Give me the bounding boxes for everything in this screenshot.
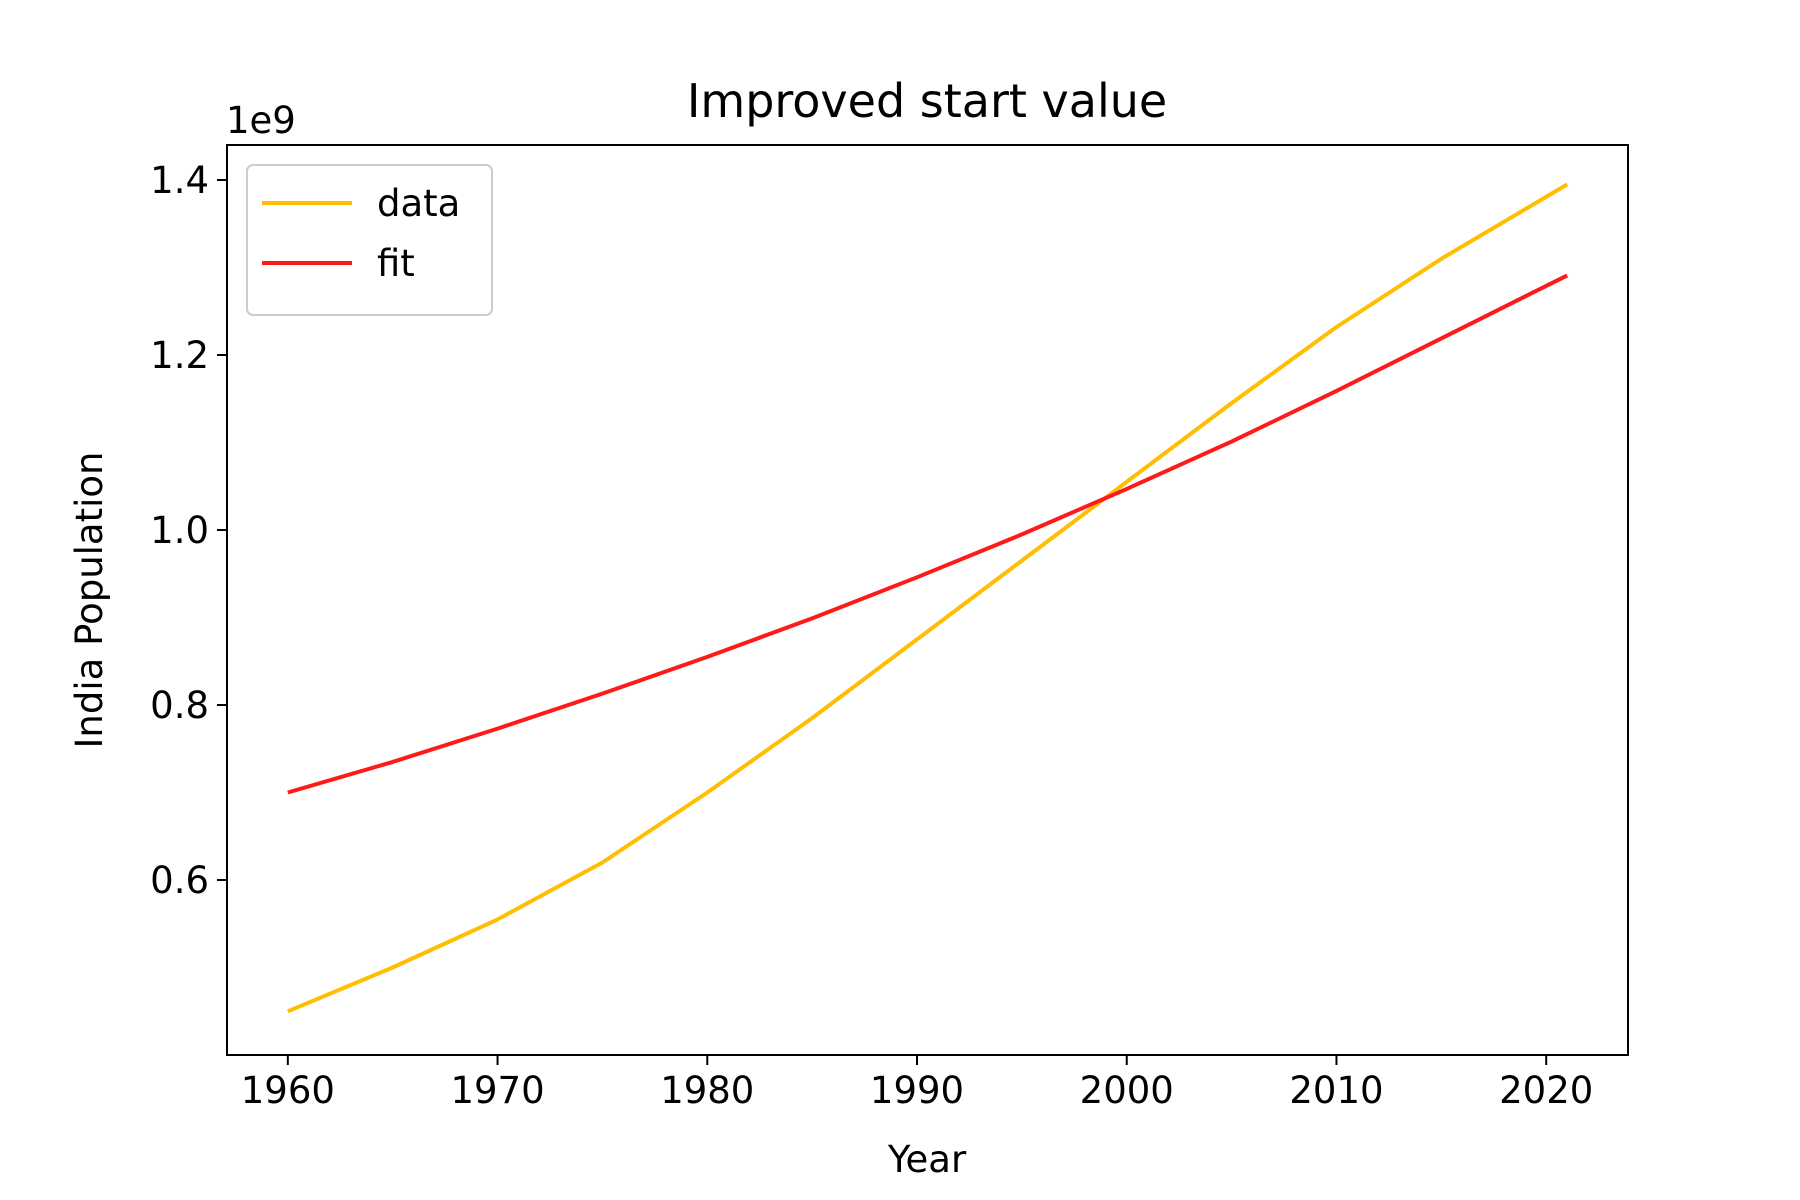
y-axis-offset-label: 1e9 (226, 99, 296, 142)
x-axis-label: Year (887, 1138, 967, 1181)
x-tick-label: 1980 (660, 1069, 754, 1112)
x-tick-label: 2010 (1289, 1069, 1383, 1112)
plot-series (287, 182, 1569, 1014)
x-tick-label: 2000 (1080, 1069, 1174, 1112)
y-tick-label: 0.8 (150, 684, 209, 727)
legend-label-fit: fit (377, 242, 415, 285)
y-tick-label: 1.2 (150, 334, 209, 377)
series-line-fit (287, 273, 1569, 795)
y-axis-label: India Population (68, 452, 111, 749)
legend-label-data: data (377, 182, 460, 225)
x-tick-label: 2020 (1499, 1069, 1593, 1112)
chart-title: Improved start value (687, 74, 1167, 128)
x-tick-label: 1990 (870, 1069, 964, 1112)
x-tick-label: 1960 (241, 1069, 335, 1112)
y-axis: 0.6 0.8 1.0 1.2 1.4 (150, 159, 227, 902)
x-axis: 1960 1970 1980 1990 2000 2010 2020 (241, 1055, 1593, 1112)
plot-area-frame (226, 144, 1629, 1056)
y-tick-label: 1.4 (150, 159, 209, 202)
y-tick-label: 0.6 (150, 859, 209, 902)
x-tick-label: 1970 (450, 1069, 544, 1112)
y-tick-label: 1.0 (150, 509, 209, 552)
series-line-data (287, 182, 1569, 1014)
legend: data fit (246, 164, 493, 316)
